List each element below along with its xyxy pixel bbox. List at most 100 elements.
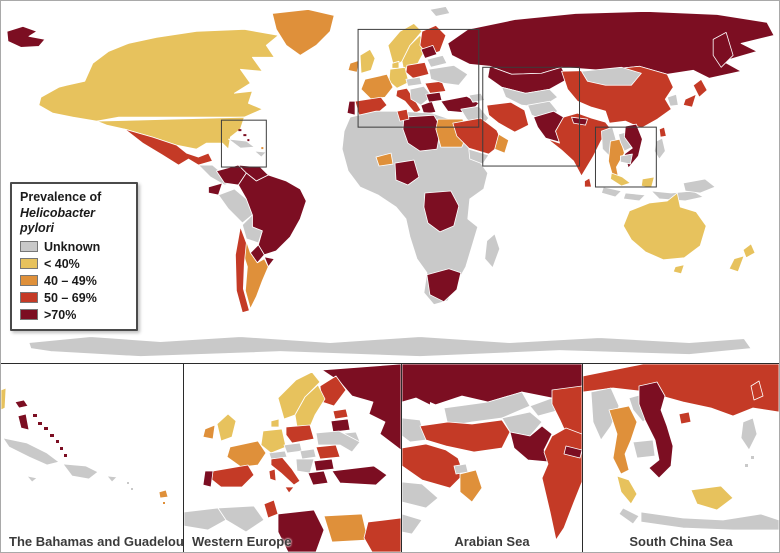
region-australia [623, 192, 707, 261]
region-bahamas [33, 414, 37, 417]
region-lesser-antilles [127, 482, 129, 484]
region-poland [285, 424, 315, 444]
legend-swatch-40-49 [20, 275, 38, 287]
region-bulgaria [313, 458, 335, 472]
region-morocco [184, 507, 227, 531]
region-romania [315, 444, 341, 460]
region-hainan [678, 411, 692, 425]
region-philippines [751, 456, 754, 459]
region-korea [666, 93, 679, 107]
region-malaysia-borneo [690, 485, 734, 511]
region-indonesia [601, 186, 622, 198]
region-ireland [202, 424, 216, 440]
region-baltics [420, 44, 438, 59]
region-nigeria [394, 159, 420, 186]
region-turkey [331, 465, 388, 486]
inset-panel-south-china-sea: South China Sea [582, 364, 779, 552]
region-caspian-sea [482, 81, 496, 104]
legend-item-40-49: 40 – 49% [20, 274, 128, 288]
region-brazil [237, 172, 307, 256]
inset-label-bahamas: The Bahamas and Guadeloupe [9, 534, 183, 549]
region-madagascar [484, 233, 501, 269]
region-guadeloupe [261, 147, 264, 150]
region-belarus [426, 54, 448, 68]
region-greenland [271, 9, 335, 56]
inset-panel-row: The Bahamas and Guadeloupe [1, 363, 779, 552]
legend-label: Unknown [44, 239, 101, 254]
region-kazakhstan [487, 65, 568, 94]
inset-box-arabian-sea [482, 66, 581, 167]
region-uk [359, 48, 376, 74]
region-bahamas [44, 427, 48, 430]
region-balkans [409, 85, 433, 106]
region-levant [402, 417, 427, 443]
legend-label: 40 – 49% [44, 273, 97, 288]
region-philippines [745, 464, 748, 467]
region-cuba [228, 138, 255, 149]
region-bahamas [60, 447, 63, 450]
region-papua-new-guinea [682, 178, 716, 194]
region-bahamas [56, 440, 59, 443]
inset-map-bahamas [1, 387, 169, 504]
region-tasmania [672, 264, 685, 275]
region-hispaniola [253, 150, 267, 158]
inset-label-western-europe: Western Europe [192, 534, 292, 549]
region-taiwan [750, 380, 764, 401]
region-malaysia-borneo [640, 176, 655, 189]
region-guadeloupe [163, 502, 165, 504]
region-bahamas [64, 454, 67, 457]
region-oman [459, 469, 483, 503]
region-poland [405, 61, 430, 79]
region-indonesia [640, 511, 779, 531]
region-bahamas [243, 134, 247, 137]
region-oman [494, 133, 510, 154]
region-bahamas [247, 139, 250, 142]
region-bahamas [50, 434, 54, 437]
region-nepal [563, 445, 582, 459]
region-libya [277, 509, 325, 552]
region-japan [682, 93, 697, 108]
region-thailand [608, 405, 638, 475]
region-bahamas [17, 413, 30, 431]
inset-box-caribbean [220, 119, 267, 168]
region-baltics [330, 418, 351, 433]
region-russia [321, 364, 401, 451]
region-estonia [332, 408, 349, 420]
inset-label-arabian-sea: Arabian Sea [454, 534, 530, 549]
region-algeria [217, 505, 265, 533]
region-malaysia [616, 475, 638, 505]
region-vietnam [638, 381, 674, 479]
region-cambodia [632, 439, 656, 459]
region-bahamas [38, 422, 42, 425]
region-greece [420, 100, 437, 115]
region-czechia [405, 76, 423, 87]
region-romania [424, 80, 447, 94]
legend-swatch-gt70 [20, 309, 38, 321]
region-czechia [283, 442, 303, 454]
inset-panel-bahamas: The Bahamas and Guadeloupe [1, 364, 183, 552]
inset-panel-western-europe: Western Europe [183, 364, 401, 552]
legend-label: >70% [44, 307, 77, 322]
region-florida [1, 387, 7, 411]
inset-box-europe [357, 28, 480, 128]
region-canada [38, 28, 279, 122]
region-japan [692, 78, 708, 98]
region-egypt [323, 513, 369, 543]
region-sicily [284, 486, 295, 494]
region-mexico [124, 128, 213, 166]
region-denmark [270, 418, 280, 428]
region-ecuador [208, 182, 223, 196]
region-bulgaria [425, 91, 443, 103]
region-russia-kamchatka [712, 31, 734, 68]
legend-label: < 40% [44, 256, 80, 271]
region-italy [270, 456, 301, 486]
region-bahamas [238, 129, 242, 132]
region-chile [234, 226, 250, 314]
region-uruguay [263, 256, 275, 268]
region-mongolia [581, 66, 642, 86]
region-italy [395, 87, 422, 114]
region-new-zealand [728, 255, 745, 273]
region-hungary [299, 448, 317, 460]
region-svalbard [429, 6, 451, 17]
